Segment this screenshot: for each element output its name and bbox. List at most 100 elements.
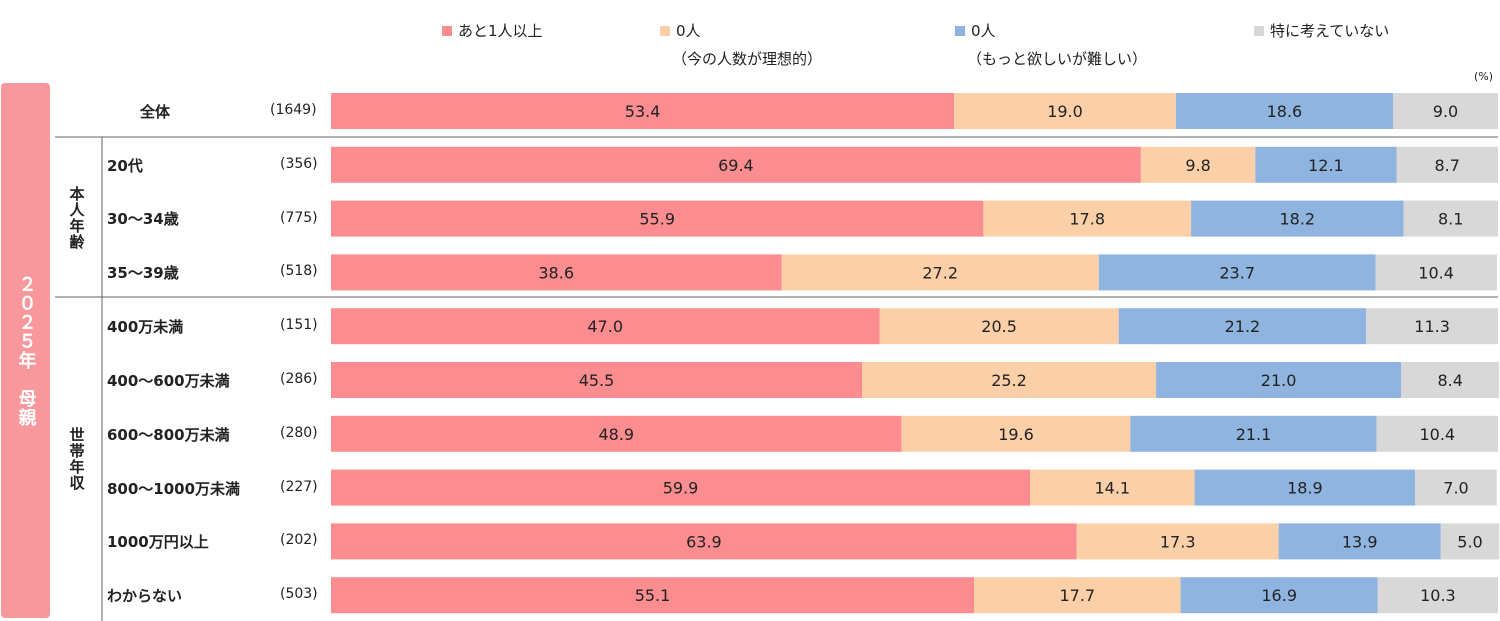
- legend-item-2: 0人 （今の人数が理想的）: [660, 20, 822, 69]
- data-label: 38.6: [538, 263, 574, 282]
- bar-segment: [1175, 93, 1393, 129]
- row-n: (518): [280, 263, 318, 279]
- legend-label-3: 0人: [971, 22, 996, 40]
- data-label: 59.9: [663, 479, 699, 498]
- data-label: 63.9: [686, 532, 722, 551]
- row-n: (356): [280, 156, 318, 172]
- bar-segment: [331, 577, 974, 614]
- bar-segment: [1156, 362, 1402, 398]
- row-label: 35～39歳: [107, 264, 179, 282]
- bar-segment: [1255, 146, 1397, 183]
- data-label: 14.1: [1094, 479, 1130, 498]
- data-label: 5.0: [1457, 532, 1482, 551]
- data-label: 45.5: [579, 371, 615, 390]
- row-n: (227): [280, 479, 318, 495]
- bar-segment: [1377, 577, 1498, 614]
- bar-segment: [1396, 146, 1498, 183]
- bar-segment: [862, 362, 1157, 398]
- row-label: 1000万円以上: [107, 533, 209, 551]
- bar-segment: [954, 93, 1176, 129]
- bar-segment: [1440, 523, 1500, 560]
- data-label: 55.9: [639, 210, 675, 229]
- data-label: 27.2: [922, 263, 958, 282]
- bar-segment: [331, 415, 902, 452]
- data-label: 10.4: [1419, 425, 1455, 444]
- side-band: [1, 83, 50, 618]
- group-label-age: 本人年齢: [67, 186, 86, 250]
- bar-segment: [1191, 200, 1404, 237]
- bar-segment: [1194, 469, 1416, 506]
- legend-item-1: あと1人以上: [442, 20, 543, 41]
- bar-segment: [1375, 254, 1497, 291]
- data-label: 21.2: [1225, 317, 1261, 336]
- bar-segment: [1415, 469, 1497, 506]
- data-label: 19.0: [1047, 102, 1083, 121]
- bar-segment: [331, 200, 984, 237]
- bar-segment: [1376, 415, 1498, 452]
- legend-item-3: 0人 （もっと欲しいが難しい）: [955, 20, 1147, 69]
- data-label: 11.3: [1414, 317, 1450, 336]
- row-label: 全体: [140, 103, 171, 121]
- bar-segment: [901, 415, 1131, 452]
- data-label: 55.1: [635, 586, 671, 605]
- bar-segment: [983, 200, 1192, 237]
- row-n: (151): [280, 317, 318, 333]
- data-label: 48.9: [598, 425, 634, 444]
- bar-segment: [331, 93, 955, 129]
- data-label: 18.2: [1279, 210, 1315, 229]
- legend-label-2: 0人: [676, 22, 701, 40]
- row-n: (202): [280, 532, 318, 548]
- bar-segment: [331, 523, 1077, 560]
- legend-swatch-4: [1254, 25, 1264, 36]
- row-n: (286): [280, 371, 318, 387]
- bar-segment: [331, 469, 1030, 506]
- data-label: 18.9: [1287, 479, 1323, 498]
- bar-segment: [331, 254, 782, 291]
- data-label: 9.0: [1433, 102, 1458, 121]
- bar-segment: [1180, 577, 1378, 614]
- row-label: 800～1000万未満: [107, 480, 241, 498]
- data-label: 9.8: [1185, 156, 1210, 175]
- data-label: 19.6: [998, 425, 1034, 444]
- data-label: 25.2: [991, 371, 1027, 390]
- bar-segment: [1098, 254, 1376, 291]
- data-label: 53.4: [625, 102, 661, 121]
- bar-segment: [1030, 469, 1195, 506]
- data-label: 69.4: [718, 156, 754, 175]
- row-n: (280): [280, 425, 318, 441]
- data-label: 21.1: [1236, 425, 1272, 444]
- data-label: 13.9: [1342, 532, 1378, 551]
- legend-item-4: 特に考えていない: [1254, 20, 1389, 41]
- bar-segment: [1076, 523, 1279, 560]
- bar-segment: [1401, 362, 1500, 398]
- bar-segment: [1130, 415, 1377, 452]
- data-label: 21.0: [1261, 371, 1297, 390]
- data-label: 12.1: [1308, 156, 1344, 175]
- row-n: (503): [280, 586, 318, 602]
- legend-swatch-2: [660, 25, 670, 36]
- data-label: 8.4: [1437, 371, 1462, 390]
- row-label: 20代: [107, 157, 143, 175]
- data-label: 8.1: [1438, 210, 1463, 229]
- row-label: 30～34歳: [107, 210, 179, 228]
- side-title: ２０２５年 母親: [15, 274, 37, 427]
- data-label: 17.3: [1160, 532, 1196, 551]
- bar-segment: [331, 146, 1141, 183]
- legend-label-1: あと1人以上: [458, 22, 543, 40]
- unit-label: (%): [1474, 70, 1494, 83]
- row-label: 600～800万未満: [107, 426, 230, 444]
- row-label: わからない: [107, 587, 183, 605]
- data-label: 10.4: [1418, 263, 1454, 282]
- bar-segment: [781, 254, 1099, 291]
- bar-segment: [331, 362, 862, 398]
- legend-swatch-3: [955, 25, 965, 36]
- row-label: 400～600万未満: [107, 372, 230, 390]
- legend-sub-3: （もっと欲しいが難しい）: [967, 50, 1148, 68]
- bar-segment: [879, 308, 1119, 345]
- legend-sub-2: （今の人数が理想的）: [672, 50, 823, 68]
- data-label: 23.7: [1219, 263, 1255, 282]
- row-label: 400万未満: [107, 318, 184, 336]
- legend-label-4: 特に考えていない: [1270, 22, 1390, 40]
- bar-segment: [1393, 93, 1498, 129]
